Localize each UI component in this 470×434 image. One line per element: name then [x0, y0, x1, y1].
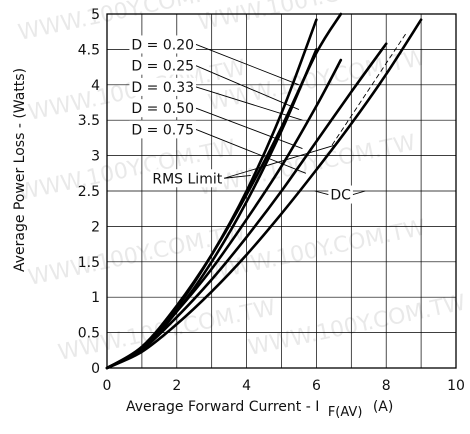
annotation-d-0-33: D = 0.33: [131, 80, 194, 96]
series-line-dc: [105, 18, 423, 370]
leader-line: [195, 65, 300, 110]
y-tick-label: 3.5: [78, 113, 100, 129]
annotation-d-0-25: D = 0.25: [131, 59, 194, 75]
annotation-rms-limit: RMS Limit: [152, 171, 222, 187]
leader-line: [224, 144, 336, 179]
y-tick-label: 1.5: [78, 255, 100, 271]
y-tick-label: 5: [91, 7, 100, 23]
annotation-background: [129, 99, 197, 118]
annotation-background: [150, 169, 225, 188]
plot-frame: [106, 13, 457, 369]
annotation-layer: D = 0.20 D = 0.25 D = 0.33 D = 0.50 D = 0.75…: [129, 35, 366, 204]
series-line-d-0-33: [105, 12, 343, 370]
rms-limit-line: [331, 31, 408, 146]
annotation-d-0-20: D = 0.20: [131, 37, 194, 53]
x-axis-title-unit: (A): [373, 399, 394, 415]
series-line-d-0-50: [105, 58, 343, 370]
annotation-background: [129, 35, 197, 54]
annotation-d-0-75: D = 0.75: [131, 122, 194, 138]
y-tick-label: 0: [91, 361, 100, 377]
x-axis-title-sub: F(AV): [328, 405, 363, 420]
x-tick-label: 0: [103, 378, 112, 394]
x-axis-title-main: Average Forward Current - I: [126, 399, 319, 415]
watermark-text: WWW.100Y.COM.TW: [196, 0, 418, 36]
x-tick-label: 8: [382, 378, 391, 394]
leader-line: [195, 86, 303, 121]
x-tick-label: 2: [172, 378, 181, 394]
leader-line: [224, 174, 251, 179]
annotation-background: [129, 120, 197, 139]
leader-line: [195, 107, 303, 149]
x-tick-label: 4: [242, 378, 251, 394]
y-tick-label: 4.5: [78, 42, 100, 58]
x-axis-title: Average Forward Current - I F(AV) (A): [126, 399, 393, 420]
y-tick-label: 1: [91, 290, 100, 306]
watermark-text: WWW.100Y.COM.TW: [246, 290, 468, 361]
y-tick-label: 4: [91, 78, 100, 94]
tick-labels: 0 0.5 1 1.5 2 2.5 3 3.5 4 4.5 5 0 2 4 6 8 10: [78, 7, 465, 394]
y-axis-title: Average Power Loss - (Watts): [12, 68, 28, 272]
annotation-background: [129, 77, 197, 96]
x-tick-label: 6: [312, 378, 321, 394]
y-tick-label: 0.5: [78, 326, 100, 342]
annotation-dc: DC: [330, 188, 351, 204]
y-tick-label: 3: [91, 149, 100, 165]
annotation-background: [328, 185, 353, 204]
leader-line: [352, 190, 366, 195]
x-tick-label: 10: [447, 378, 465, 394]
y-tick-label: 2.5: [78, 184, 100, 200]
series-lines: [105, 12, 423, 370]
annotation-d-0-50: D = 0.50: [131, 101, 194, 117]
leader-line: [195, 44, 300, 86]
leader-line: [195, 128, 307, 174]
y-tick-label: 2: [91, 219, 100, 235]
annotation-background: [129, 56, 197, 75]
leader-line: [314, 190, 329, 195]
series-line-d-0-75: [105, 42, 388, 370]
